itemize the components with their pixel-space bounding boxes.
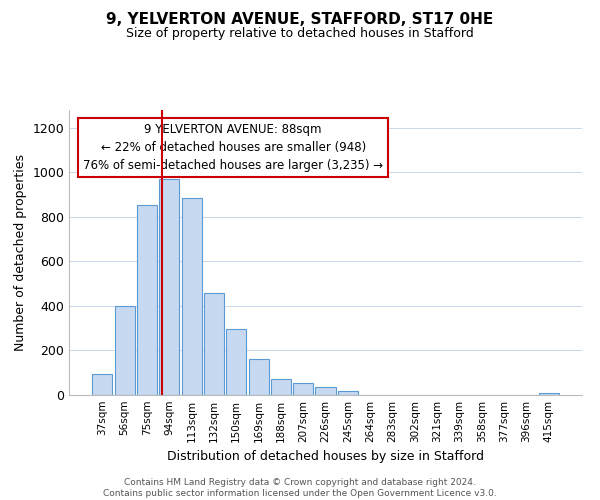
Bar xyxy=(115,306,135,395)
Bar xyxy=(137,204,157,395)
Bar xyxy=(338,390,358,395)
Bar xyxy=(271,379,291,395)
Bar xyxy=(204,292,224,395)
Bar xyxy=(159,179,179,395)
Text: Contains HM Land Registry data © Crown copyright and database right 2024.
Contai: Contains HM Land Registry data © Crown c… xyxy=(103,478,497,498)
Bar xyxy=(248,360,269,395)
Bar xyxy=(226,328,246,395)
Y-axis label: Number of detached properties: Number of detached properties xyxy=(14,154,27,351)
Bar xyxy=(182,198,202,395)
Bar xyxy=(92,374,112,395)
X-axis label: Distribution of detached houses by size in Stafford: Distribution of detached houses by size … xyxy=(167,450,484,464)
Text: 9 YELVERTON AVENUE: 88sqm
← 22% of detached houses are smaller (948)
76% of semi: 9 YELVERTON AVENUE: 88sqm ← 22% of detac… xyxy=(83,123,383,172)
Bar xyxy=(539,393,559,395)
Text: 9, YELVERTON AVENUE, STAFFORD, ST17 0HE: 9, YELVERTON AVENUE, STAFFORD, ST17 0HE xyxy=(106,12,494,28)
Bar xyxy=(316,387,335,395)
Bar xyxy=(293,384,313,395)
Text: Size of property relative to detached houses in Stafford: Size of property relative to detached ho… xyxy=(126,28,474,40)
